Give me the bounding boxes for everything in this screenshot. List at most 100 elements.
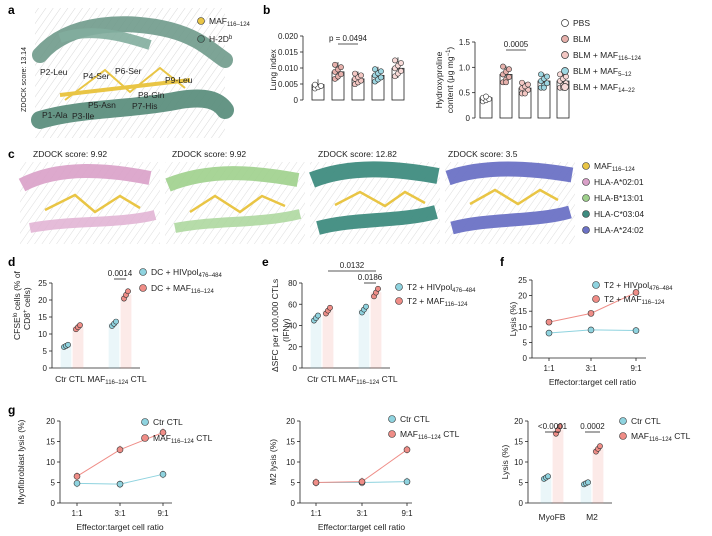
y-tick-label: 20 <box>514 417 523 426</box>
panel-e-p-value-2: 0.0186 <box>358 273 383 282</box>
legend-marker <box>139 284 147 292</box>
x-label-end: CTL <box>379 374 398 384</box>
panel-d-ylabel-2: CD8+ cells) <box>22 287 32 330</box>
legend-label: Ctr CTL <box>631 416 661 426</box>
hyp-ylabel-2-sup: −1 <box>446 49 452 57</box>
y-axis-label: Lysis (%) <box>500 445 510 480</box>
panel-f-letter: f <box>500 255 505 269</box>
data-point <box>398 68 404 74</box>
y-tick-label: 25 <box>518 276 527 285</box>
hyp-ylabel-1: Hydroxyproline <box>434 51 444 108</box>
lung-p-value: p = 0.0494 <box>329 34 368 43</box>
panel-e-ylabel-1: ΔSFC per 100,000 CTLs <box>270 279 280 372</box>
x-tick-label: 1:1 <box>543 364 555 373</box>
data-point <box>585 479 591 486</box>
y-tick-label: 0.015 <box>278 48 299 57</box>
x-category-label: Ctr CTL <box>307 374 337 384</box>
y-tick-label: 10 <box>46 458 55 467</box>
legend-marker <box>388 430 396 438</box>
legend-marker <box>395 283 403 291</box>
y-tick-label: 10 <box>518 323 527 332</box>
panel-c-legend: MAF116–124 HLA-A*02:01 HLA-B*13:01 HLA-C… <box>582 161 644 235</box>
legend-label: DC + MAF116–124 <box>151 283 214 295</box>
legend-label: HLA-B*13:01 <box>594 193 644 203</box>
structure-hla-c0304 <box>309 161 440 244</box>
data-point <box>525 81 531 88</box>
y-tick-label: 60 <box>288 300 297 309</box>
legend-marker <box>388 415 396 423</box>
legend-marker <box>582 162 590 170</box>
legend-label: BLM + MAF14–22 <box>573 82 635 94</box>
panel-e-legend: T2 + HIVpol476–484 T2 + MAF116–124 <box>395 282 476 308</box>
legend-label: HLA-A*02:01 <box>594 177 644 187</box>
y-tick-label: 20 <box>286 417 295 426</box>
data-point <box>541 84 547 91</box>
data-point <box>375 285 381 292</box>
legend-marker <box>395 297 403 305</box>
y-tick-label: 10 <box>38 330 47 339</box>
x-category-label: Ctr CTL <box>55 374 85 384</box>
residue-label: P8-Gln <box>138 90 165 100</box>
y-tick-label: 15 <box>518 307 527 316</box>
x-axis-label: Effector:target cell ratio <box>76 522 164 532</box>
data-point <box>403 446 411 454</box>
legend-marker <box>197 17 205 25</box>
data-point <box>125 288 131 295</box>
panel-d-ylabel-1: CFSElo cells (% of <box>12 270 22 340</box>
bar <box>358 309 370 369</box>
panel-a-structure <box>31 8 234 138</box>
legend-label: H-2Db <box>209 34 233 44</box>
bar <box>310 317 322 369</box>
legend-label: BLM <box>573 34 590 44</box>
data-point <box>503 79 509 86</box>
data-point <box>312 81 318 88</box>
hydroxyproline-chart: 0 0.5 1.0 1.5 0.0005 Hydroxyproline content (μ… <box>434 38 570 123</box>
legend-marker <box>141 434 149 442</box>
legend-marker <box>561 35 569 43</box>
y-tick-label: 20 <box>288 343 297 352</box>
residue-label: P5-Asn <box>88 100 116 110</box>
y-tick-label: 5 <box>291 479 296 488</box>
legend-label: PBS <box>573 18 590 28</box>
lysis-line-chart-f: 0 5 10 15 20 25 1:1 3:1 9:1 Effector:target cell … <box>508 276 646 387</box>
panel-a-legend: MAF116–124 H-2Db <box>197 16 251 44</box>
bar <box>322 310 334 369</box>
y-tick-label: 5 <box>43 347 48 356</box>
y-axis-label: Lysis (%) <box>508 302 518 337</box>
residue-label: P1-Ala <box>42 110 68 120</box>
y-tick-label: 20 <box>46 417 55 426</box>
lysis-bar-chart-g: 0 5 10 15 20 <0.0001 0.0002 MyoFB M2 Lysis (%) <box>500 417 612 522</box>
data-point <box>632 289 640 296</box>
y-tick-label: 0 <box>293 364 298 373</box>
legend-label: MAF116–124 CTL <box>153 433 213 445</box>
panel-a-zdock: ZDOCK score: 13.14 <box>21 47 28 112</box>
residue-label: P2-Leu <box>40 67 68 77</box>
y-axis-label: M2 lysis (%) <box>268 439 278 485</box>
y-axis-label: Myofibroblast lysis (%) <box>16 419 26 504</box>
data-point <box>73 480 81 487</box>
data-point <box>597 443 603 450</box>
bar <box>552 429 564 504</box>
legend-marker <box>582 210 590 218</box>
data-point <box>113 318 119 325</box>
data-point <box>363 303 369 310</box>
y-tick-label: 0.010 <box>278 64 299 73</box>
y-tick-label: 10 <box>514 458 523 467</box>
panel-g2-legend: Ctr CTL MAF116–124 CTL <box>388 414 460 441</box>
data-point <box>545 329 553 337</box>
legend-label: BLM + MAF5–12 <box>573 66 632 78</box>
legend-label: MAF116–124 <box>594 161 636 173</box>
zdock-score-2: ZDOCK score: 9.92 <box>172 149 246 159</box>
panel-g-letter: g <box>8 403 15 417</box>
zdock-score-4: ZDOCK score: 3.5 <box>448 149 518 159</box>
data-point <box>378 68 384 75</box>
y-tick-label: 1.5 <box>459 38 471 47</box>
y-tick-label: 15 <box>514 438 523 447</box>
data-point <box>545 318 553 326</box>
data-point <box>587 310 595 317</box>
structure-hla-a2402 <box>445 161 575 244</box>
legend-marker <box>619 417 627 425</box>
y-tick-label: 0.005 <box>278 80 299 89</box>
panel-d-letter: d <box>8 255 15 269</box>
y-tick-label: 15 <box>286 438 295 447</box>
